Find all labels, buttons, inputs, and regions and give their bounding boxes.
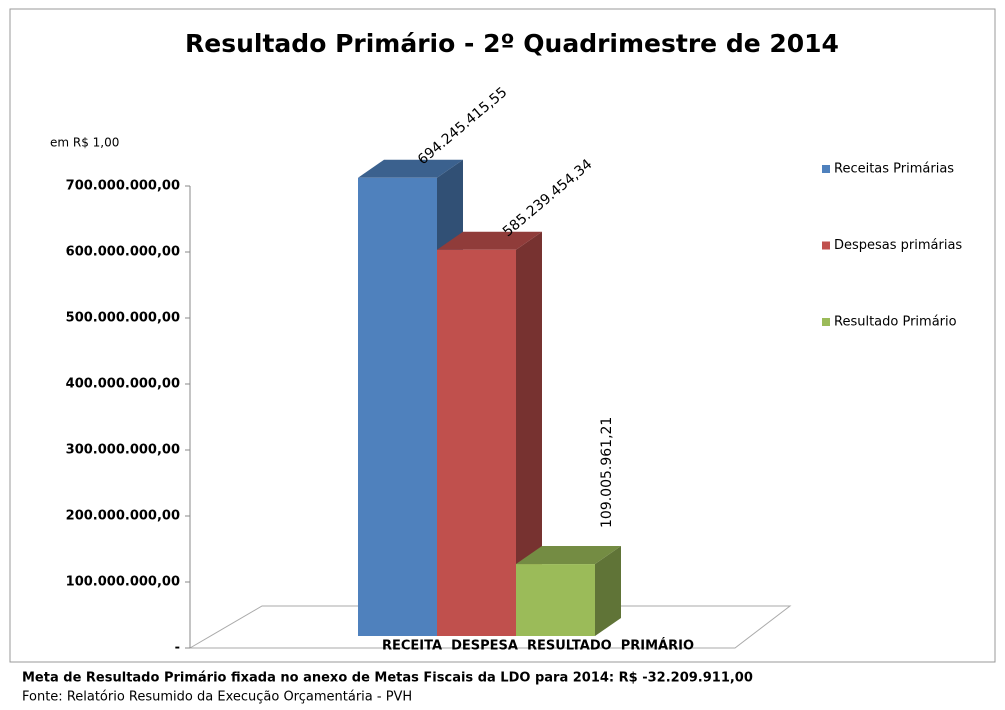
chart-title: Resultado Primário - 2º Quadrimestre de … (185, 29, 839, 58)
legend-swatch (822, 241, 830, 250)
source: Fonte: Relatório Resumido da Execução Or… (22, 690, 412, 705)
floor (188, 605, 792, 649)
y-tick-label: 200.000.000,00 (66, 509, 180, 524)
y-tick-label: 300.000.000,00 (66, 443, 180, 458)
bar (516, 564, 595, 636)
bar (437, 249, 516, 637)
legend-label: Receitas Primárias (834, 162, 954, 177)
y-tick-label: - (175, 641, 180, 656)
bar-top (437, 231, 542, 250)
y-tick-label: 400.000.000,00 (66, 377, 180, 392)
legend-label: Resultado Primário (834, 315, 957, 330)
y-tick-label: 500.000.000,00 (66, 311, 180, 326)
y-tick-label: 100.000.000,00 (66, 575, 180, 590)
footnote: Meta de Resultado Primário fixada no ane… (22, 671, 753, 686)
unit-label: em R$ 1,00 (50, 136, 119, 150)
y-tick-label: 700.000.000,00 (66, 179, 180, 194)
legend-swatch (822, 318, 830, 326)
x-tick-label: RECEITA DESPESA RESULTADO PRIMÁRIO (382, 638, 694, 654)
y-tick-label: 600.000.000,00 (66, 245, 180, 260)
legend-swatch (822, 165, 830, 173)
bar (358, 177, 437, 636)
bar-side (516, 231, 542, 637)
value-label: 109.005.961,21 (599, 417, 615, 528)
bar-top (516, 546, 621, 565)
legend-label: Despesas primárias (834, 238, 962, 253)
bar-top (358, 159, 463, 178)
bar-side (595, 546, 621, 636)
